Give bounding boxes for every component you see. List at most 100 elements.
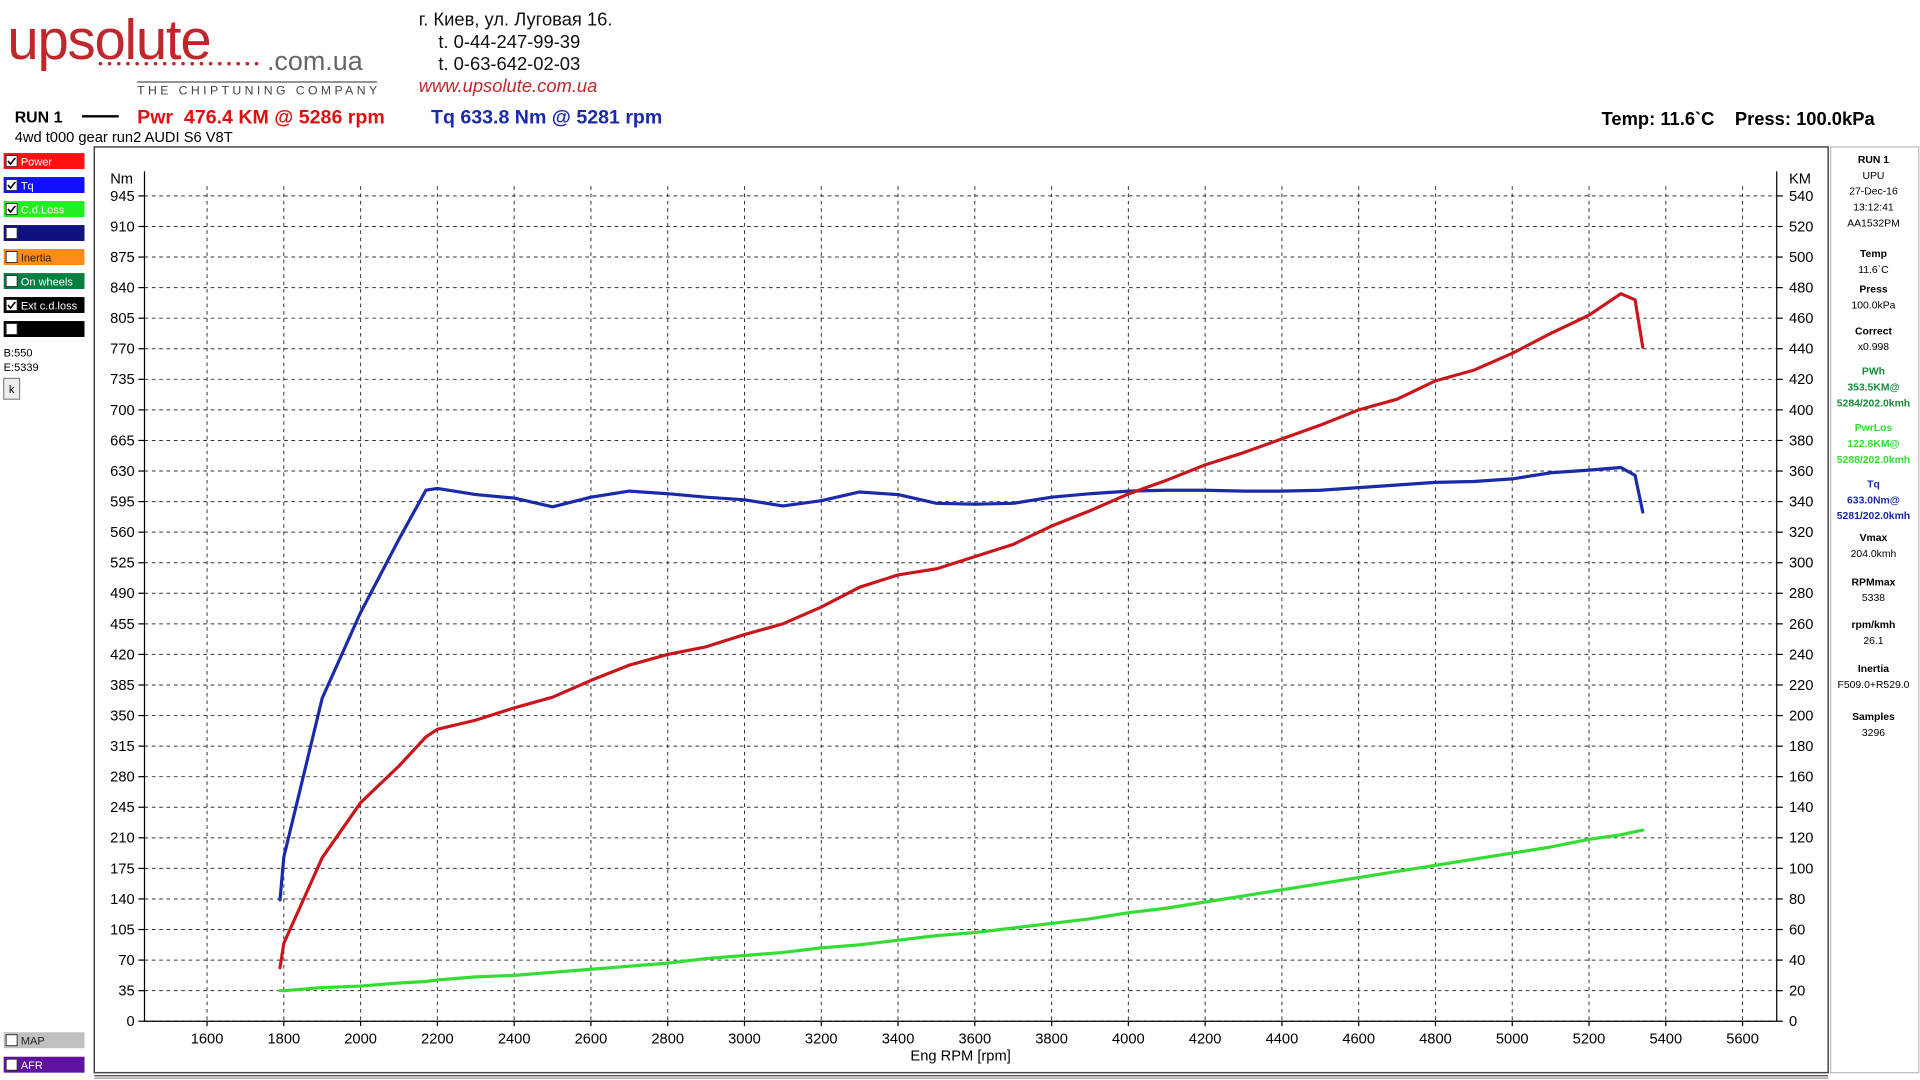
info-line: 122.8KM@ xyxy=(1847,439,1899,450)
info-line: RUN 1 xyxy=(1858,155,1889,166)
chart-frame xyxy=(93,146,1829,1074)
y-tick-label: 280 xyxy=(110,770,135,786)
x-tick-label: 1800 xyxy=(267,1031,300,1047)
legend-label: Ext c.d.loss xyxy=(21,300,78,312)
y-tick-label: 630 xyxy=(110,464,135,480)
legend-label: C.d.Loss xyxy=(21,204,65,216)
checkbox[interactable] xyxy=(5,155,18,168)
y-tick-label: 245 xyxy=(110,800,135,816)
y-tick-label: 945 xyxy=(110,189,135,205)
info-line: 27-Dec-16 xyxy=(1849,187,1898,198)
checkbox[interactable] xyxy=(5,1034,18,1047)
legend-label: Tq xyxy=(21,180,34,192)
y-tick-label: 595 xyxy=(110,494,135,510)
y-tick-label: 350 xyxy=(110,708,135,724)
torque-summary: Tq 633.8 Nm @ 5281 rpm xyxy=(431,107,662,129)
y2-tick-label: 140 xyxy=(1789,800,1814,816)
legend-swatch[interactable] xyxy=(3,249,85,265)
x-tick-label: 4400 xyxy=(1266,1031,1299,1047)
legend-label: AFR xyxy=(21,1060,43,1072)
y-tick-label: 210 xyxy=(110,831,135,847)
y2-tick-label: 400 xyxy=(1789,403,1814,419)
button-label[interactable]: k xyxy=(9,384,15,396)
legend-swatch[interactable] xyxy=(3,1032,85,1049)
y2-tick-label: 300 xyxy=(1789,556,1814,572)
y-tick-label: 105 xyxy=(110,922,135,938)
y2-tick-label: 260 xyxy=(1789,617,1814,633)
address-line: г. Киев, ул. Луговая 16. xyxy=(419,9,613,30)
checkbox[interactable] xyxy=(5,251,18,264)
y-tick-label: 840 xyxy=(110,281,135,297)
legend-label: Power xyxy=(21,156,53,168)
y-tick-label: 735 xyxy=(110,372,135,388)
y-tick-label: 35 xyxy=(118,984,134,1000)
x-tick-label: 4000 xyxy=(1112,1031,1145,1047)
checkbox[interactable] xyxy=(5,227,18,240)
y2-tick-label: 60 xyxy=(1789,922,1805,938)
sidebar: Power Tq C.d.Loss Inertia On wheels Ext c.d.l… xyxy=(3,153,85,1073)
checkbox[interactable] xyxy=(5,323,18,336)
checkbox[interactable] xyxy=(5,1058,18,1071)
info-line: 5284/202.0kmh xyxy=(1837,399,1910,410)
legend-swatch[interactable] xyxy=(3,225,85,241)
x-tick-label: 2000 xyxy=(344,1031,377,1047)
y2-tick-label: 340 xyxy=(1789,494,1814,510)
info-line: rpm/kmh xyxy=(1852,620,1896,631)
y2-tick-label: 280 xyxy=(1789,586,1814,602)
checkbox[interactable] xyxy=(5,275,18,288)
x-axis-title: Eng RPM [rpm] xyxy=(910,1048,1010,1064)
y2-tick-label: 40 xyxy=(1789,953,1805,969)
x-tick-label: 2600 xyxy=(575,1031,608,1047)
website: www.upsolute.com.ua xyxy=(419,75,598,96)
y2-tick-label: 440 xyxy=(1789,342,1814,358)
legend-swatch[interactable] xyxy=(3,153,85,169)
legend-swatch[interactable] xyxy=(3,273,85,289)
legend-swatch[interactable] xyxy=(3,201,85,217)
x-tick-label: 3600 xyxy=(958,1031,991,1047)
run-label: RUN 1 xyxy=(15,109,63,126)
y2-tick-label: 120 xyxy=(1789,831,1814,847)
x-tick-label: 5600 xyxy=(1726,1031,1759,1047)
legend-swatch[interactable] xyxy=(3,321,85,337)
address-line: t. 0-63-642-02-03 xyxy=(438,53,580,74)
checkmark xyxy=(7,205,16,214)
x-tick-label: 4800 xyxy=(1419,1031,1452,1047)
checkbox[interactable] xyxy=(5,179,18,192)
info-line: Tq xyxy=(1867,479,1880,490)
y2-tick-label: 80 xyxy=(1789,892,1805,908)
checkmark xyxy=(7,181,16,190)
legend-swatch[interactable] xyxy=(3,297,85,313)
button[interactable] xyxy=(3,377,21,400)
info-line: Temp xyxy=(1860,249,1887,260)
y2-tick-label: 20 xyxy=(1789,984,1805,1000)
y-tick-label: 910 xyxy=(110,219,135,235)
checkbox[interactable] xyxy=(5,299,18,312)
checkbox[interactable] xyxy=(5,203,18,216)
legend-label: On wheels xyxy=(21,276,74,288)
info-line: 5281/202.0kmh xyxy=(1837,511,1910,522)
info-line: RPMmax xyxy=(1852,577,1896,588)
x-tick-label: 3400 xyxy=(882,1031,915,1047)
y-tick-label: 805 xyxy=(110,311,135,327)
y2-tick-label: 500 xyxy=(1789,250,1814,266)
x-tick-label: 2400 xyxy=(498,1031,531,1047)
range-end: E:5339 xyxy=(4,362,39,374)
legend-swatch[interactable] xyxy=(3,1056,85,1073)
info-line: AA1532PM xyxy=(1847,219,1900,230)
checkmark xyxy=(7,157,16,166)
y2-tick-label: 520 xyxy=(1789,219,1814,235)
y-tick-label: 700 xyxy=(110,403,135,419)
logo-domain: .com.ua xyxy=(267,46,363,76)
y-tick-label: 420 xyxy=(110,647,135,663)
info-panel xyxy=(1830,146,1920,1074)
x-tick-label: 2200 xyxy=(421,1031,454,1047)
info-line: Inertia xyxy=(1858,664,1889,675)
info-line: 11.6`C xyxy=(1858,264,1889,276)
info-line: 353.5KM@ xyxy=(1847,383,1899,394)
x-tick-label: 4200 xyxy=(1189,1031,1222,1047)
legend-swatch[interactable] xyxy=(3,177,85,193)
y2-tick-label: 160 xyxy=(1789,770,1814,786)
